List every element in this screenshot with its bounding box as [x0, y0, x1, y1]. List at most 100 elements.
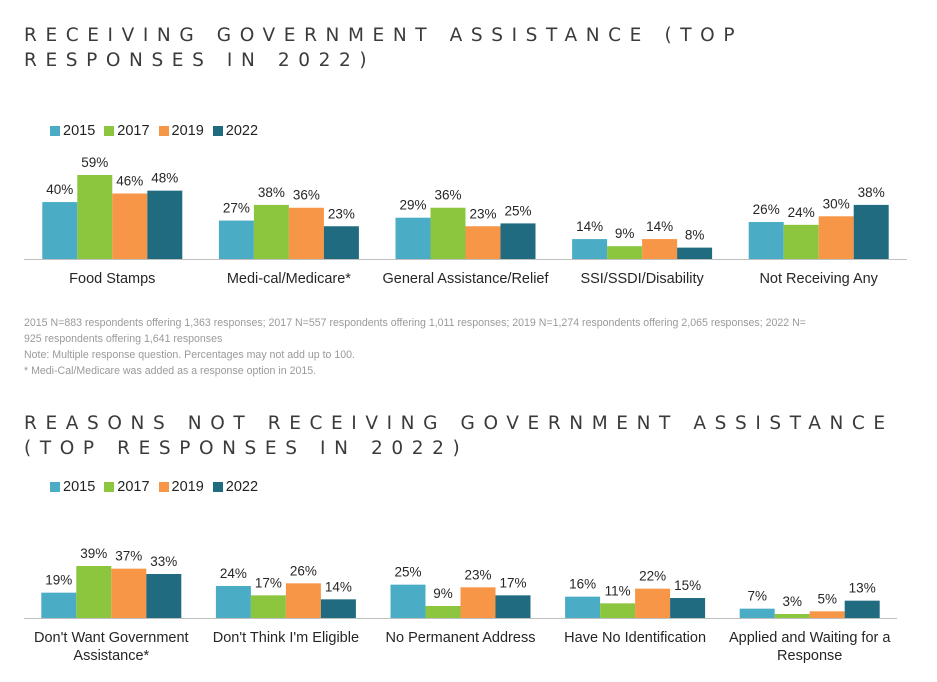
legend-label: 2017 — [117, 479, 150, 495]
legend-item-2017: 2017 — [104, 123, 150, 139]
data-label: 8% — [685, 228, 705, 243]
bar-2015 — [565, 596, 601, 618]
bar-2019 — [465, 226, 501, 259]
legend-swatch — [158, 482, 169, 492]
data-label: 23% — [464, 567, 491, 582]
data-label: 36% — [434, 188, 461, 203]
category-label: Food Stamps — [69, 271, 155, 287]
bar-2022 — [853, 204, 889, 259]
data-label: 9% — [433, 586, 453, 601]
bar-2015 — [390, 584, 426, 618]
data-label: 25% — [394, 565, 421, 580]
legend-label: 2015 — [63, 479, 96, 495]
footnotes: 2015 N=883 respondents offering 1,363 re… — [24, 315, 929, 379]
chart-title-reasons: REASONS NOT RECEIVING GOVERNMENT ASSISTA… — [24, 413, 894, 459]
bar-chart-reasons: 19% 39% 37% 33% Don't Want Government Assista… — [24, 546, 897, 664]
data-label: 46% — [116, 174, 143, 189]
bar-2022 — [844, 600, 880, 618]
bar-2017 — [77, 175, 113, 259]
legend-swatch — [50, 482, 60, 492]
legend-label: 2017 — [117, 123, 150, 139]
data-label: 9% — [615, 226, 635, 241]
legend-item-2015: 2015 — [50, 479, 95, 495]
legend-swatch — [104, 482, 115, 492]
data-label: 26% — [753, 202, 780, 217]
data-label: 14% — [325, 579, 352, 594]
data-label: 25% — [504, 203, 531, 218]
legend-label: 2022 — [225, 479, 259, 495]
legend-item-2017: 2017 — [104, 479, 150, 495]
bar-2017 — [600, 603, 636, 618]
category-label: Don't Want Government — [34, 630, 189, 646]
legend-label: 2015 — [63, 123, 96, 139]
legend-label: 2022 — [225, 123, 259, 139]
legend-swatch — [158, 126, 169, 136]
bar-2019 — [112, 193, 148, 259]
footnote-medical-option: * Medi-Cal/Medicare was added as a respo… — [24, 365, 317, 377]
bar-2017 — [607, 246, 643, 259]
data-label: 17% — [499, 575, 526, 590]
bar-2017 — [253, 204, 289, 259]
bar-2017 — [76, 566, 112, 618]
data-label: 11% — [605, 583, 631, 598]
legend-item-2019: 2019 — [158, 479, 204, 495]
data-label: 17% — [255, 575, 282, 590]
bar-2015 — [395, 217, 431, 259]
data-label: 24% — [788, 205, 815, 220]
bar-2019 — [460, 587, 496, 618]
legend-receiving: 2015 2017 2019 2022 — [50, 121, 267, 141]
bar-2017 — [425, 606, 461, 618]
bar-2019 — [818, 216, 854, 259]
legend-swatch — [50, 126, 60, 136]
chart-title-receiving: RECEIVING GOVERNMENT ASSISTANCE (TOP RES… — [24, 25, 744, 71]
bar-2019 — [285, 583, 321, 618]
data-label: 38% — [258, 185, 285, 200]
legend-item-2019: 2019 — [158, 123, 204, 139]
bar-2017 — [783, 224, 819, 259]
data-label: 15% — [674, 578, 701, 593]
bar-2019 — [288, 207, 324, 259]
legend-reasons: 2015 2017 2019 2022 — [50, 477, 267, 497]
bar-2015 — [41, 592, 77, 618]
bar-2015 — [42, 202, 78, 259]
data-label: 16% — [569, 577, 596, 592]
data-label: 40% — [46, 182, 73, 197]
data-label: 14% — [646, 219, 673, 234]
bar-2022 — [500, 223, 536, 259]
footnote-sample-sizes: 2015 N=883 respondents offering 1,363 re… — [24, 317, 806, 329]
data-label: 30% — [823, 196, 850, 211]
bar-2017 — [250, 595, 286, 618]
category-label: General Assistance/Relief — [382, 271, 549, 287]
bar-2022 — [146, 574, 182, 618]
data-label: 48% — [151, 171, 178, 186]
bar-2022 — [320, 599, 356, 618]
data-label: 22% — [639, 569, 666, 584]
legend-item-2022: 2022 — [212, 479, 259, 495]
category-label: Have No Identification — [564, 630, 706, 646]
category-label: Medi-cal/Medicare* — [227, 271, 351, 287]
category-label: Not Receiving Any — [759, 271, 878, 287]
bar-2019 — [635, 588, 671, 618]
footnote-sample-sizes-cont: 925 respondents offering 1,641 responses — [24, 333, 223, 345]
category-label: Assistance* — [73, 648, 149, 664]
data-label: 24% — [220, 566, 247, 581]
bar-2015 — [572, 239, 608, 259]
bar-2015 — [748, 221, 784, 259]
bar-2022 — [677, 247, 713, 259]
legend-label: 2019 — [171, 123, 204, 139]
data-label: 39% — [80, 546, 107, 561]
data-label: 19% — [45, 573, 72, 588]
category-label: Don't Think I'm Eligible — [213, 630, 359, 646]
bar-2015 — [215, 586, 251, 618]
data-label: 26% — [290, 563, 317, 578]
data-label: 23% — [328, 206, 355, 221]
category-label: No Permanent Address — [386, 630, 536, 646]
bar-2019 — [809, 611, 845, 618]
bar-2022 — [670, 598, 706, 618]
legend-swatch — [212, 482, 223, 492]
category-label: Applied and Waiting for a — [729, 630, 891, 646]
data-label: 5% — [817, 591, 837, 606]
data-label: 59% — [81, 155, 108, 170]
legend-swatch — [104, 126, 115, 136]
data-label: 37% — [115, 549, 142, 564]
